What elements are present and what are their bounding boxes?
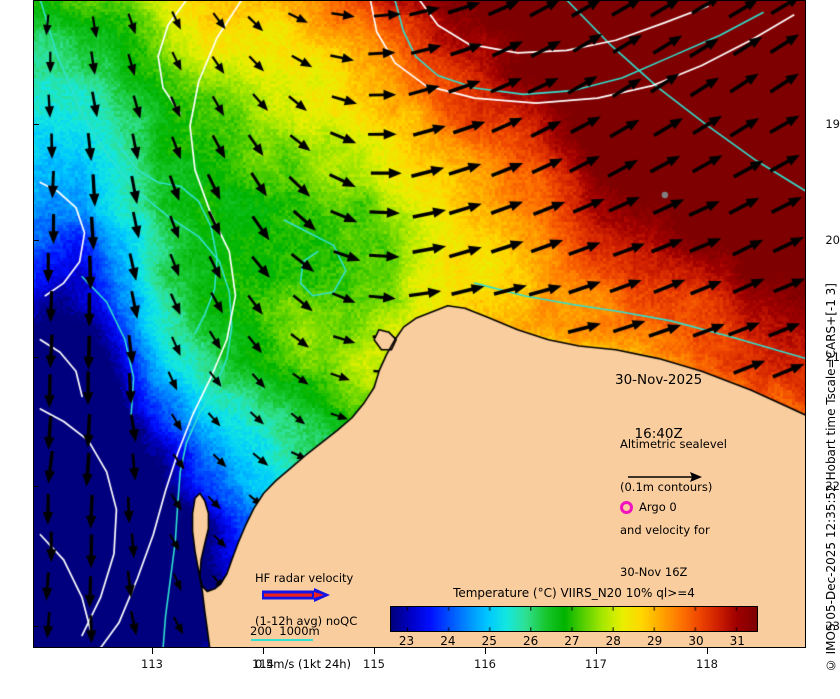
land-coastline-layer <box>33 0 806 648</box>
hf-radar-legend: HF radar velocity (1-12h avg) noQC 0.5m/… <box>255 543 357 699</box>
hf-radar-legend-line2: (1-12h avg) noQC <box>255 614 358 629</box>
colorbar-tick-label: 25 <box>481 634 497 648</box>
ytick-label: 23 <box>825 619 840 633</box>
colorbar-tick-label: 29 <box>646 634 663 648</box>
colorbar-tick-label: 31 <box>729 634 745 648</box>
xtick-label: 118 <box>696 657 718 671</box>
figure-canvas: 30-Nov-2025 16:40Z Altimetric sealevel (… <box>33 0 840 672</box>
bathymetry-scalebar: 200 1000m <box>250 624 320 641</box>
ytick-mark <box>33 486 39 487</box>
hf-radar-legend-line1: HF radar velocity <box>255 571 354 586</box>
colorbar-tick-label: 30 <box>688 634 704 648</box>
ytick-label: 19 <box>825 117 840 131</box>
xtick-mark <box>263 648 264 654</box>
map-plot-area[interactable] <box>33 0 806 648</box>
xtick-label: 114 <box>252 657 274 671</box>
bathymetry-scalebar-line <box>251 639 313 641</box>
xtick-label: 117 <box>585 657 607 671</box>
colorbar-tick-label: 26 <box>522 634 539 648</box>
datestamp-date: 30-Nov-2025 <box>615 372 703 388</box>
argo-label: Argo 0 <box>639 500 677 514</box>
altimetry-scale-arrow-icon <box>628 472 702 482</box>
datestamp: 30-Nov-2025 16:40Z <box>615 335 702 479</box>
ytick-mark <box>33 357 39 358</box>
bathymetry-scalebar-label: 200 1000m <box>250 624 320 638</box>
xtick-label: 116 <box>474 657 496 671</box>
xtick-label: 113 <box>141 657 163 671</box>
colorbar-tick-label: 23 <box>398 634 415 648</box>
altimetry-legend-line1: Altimetric sealevel <box>620 437 727 452</box>
altimetry-legend-line4: 30-Nov 16Z <box>620 565 688 580</box>
xtick-mark <box>485 648 486 654</box>
ytick-label: 20 <box>825 233 840 247</box>
altimetry-legend-line2: (0.1m contours) <box>620 480 713 495</box>
hf-radar-scale-arrow-icon <box>262 588 330 602</box>
xtick-mark <box>152 648 153 654</box>
xtick-label: 115 <box>363 657 385 671</box>
ytick-mark <box>33 240 39 241</box>
colorbar-tick-label: 28 <box>605 634 621 648</box>
xtick-mark <box>374 648 375 654</box>
ytick-mark <box>33 124 39 125</box>
colorbar-gradient <box>390 606 758 632</box>
xtick-mark <box>707 648 708 654</box>
ytick-label: 21 <box>825 350 840 364</box>
ytick-mark <box>33 626 39 627</box>
copyright-credit: © IMOS 05-Dec-2025 12:35:52 Hobart time … <box>824 282 838 672</box>
altimetry-legend-line3: and velocity for <box>620 522 710 537</box>
argo-marker-icon <box>620 500 633 514</box>
datestamp-time: 16:40Z <box>634 426 683 442</box>
hf-radar-legend-line3: 0.5m/s (1kt 24h) <box>255 656 352 671</box>
colorbar-tick-label: 24 <box>440 634 456 648</box>
colorbar[interactable] <box>390 606 758 636</box>
xtick-mark <box>596 648 597 654</box>
colorbar-title: Temperature (°C) VIIRS_N20 10% ql>=4 <box>453 586 695 600</box>
argo-legend: Argo 0 <box>620 500 677 514</box>
colorbar-tick-label: 27 <box>564 634 580 648</box>
ytick-label: 22 <box>825 479 840 493</box>
